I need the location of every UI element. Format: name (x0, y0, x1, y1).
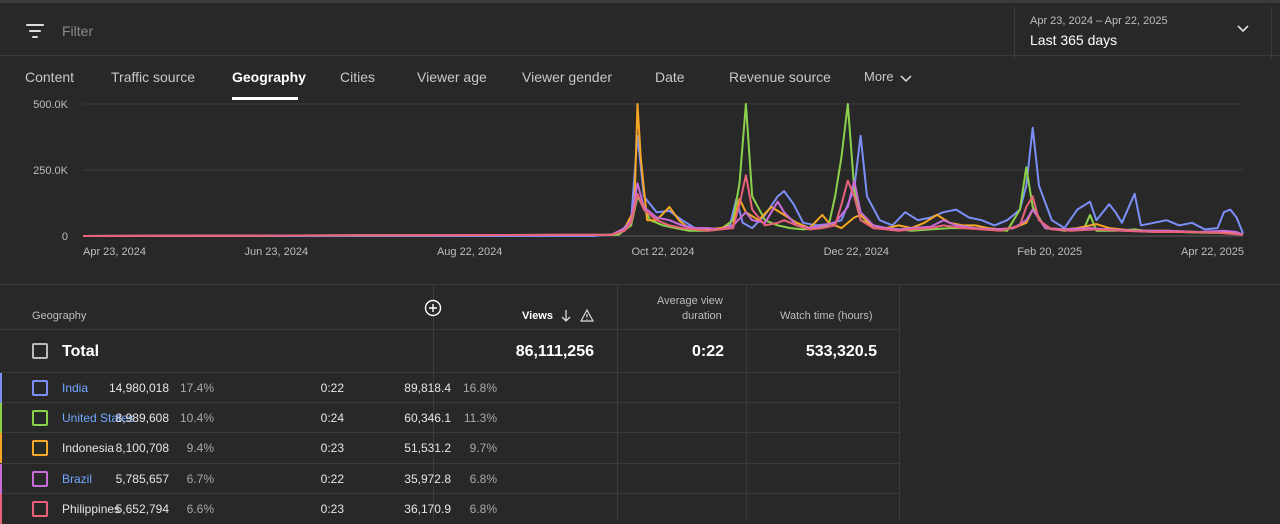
total-views: 86,111,256 (515, 343, 594, 360)
row-country-name[interactable]: United States (62, 411, 135, 425)
tab-bar: Content Traffic source Geography Cities … (0, 56, 1280, 100)
warning-icon[interactable] (580, 309, 594, 322)
row-watch-time: 51,531.2 (404, 441, 451, 455)
tab-more[interactable]: More (864, 69, 912, 84)
active-tab-indicator (232, 97, 298, 100)
top-bar: Filter Apr 23, 2024 – Apr 22, 2025 Last … (0, 0, 1280, 59)
row-avg-view-duration: 0:24 (320, 411, 344, 425)
x-tick-label: Jun 23, 2024 (245, 246, 309, 258)
table-row[interactable]: United States 8,989,608 10.4% 0:24 60,346.1 1… (0, 403, 900, 433)
row-checkbox-india[interactable] (32, 380, 48, 396)
row-country-name[interactable]: India (62, 381, 89, 395)
tab-content[interactable]: Content (25, 69, 75, 85)
x-tick-label: Feb 20, 2025 (1017, 246, 1082, 258)
row-watch-time: 35,972.8 (404, 472, 451, 486)
series-color-bar (0, 433, 2, 463)
date-range-picker[interactable]: Apr 23, 2024 – Apr 22, 2025 Last 365 day… (1014, 7, 1272, 59)
row-views: 5,785,657 (115, 472, 169, 486)
row-avg-view-duration: 0:22 (320, 472, 344, 486)
header-avg-view-duration-line1[interactable]: Average view (657, 295, 723, 307)
table-row[interactable]: India 14,980,018 17.4% 0:22 89,818.4 16.8% (0, 373, 900, 403)
row-divider (0, 463, 900, 464)
series-color-bar (0, 403, 2, 433)
tab-viewer-gender[interactable]: Viewer gender (522, 69, 613, 85)
row-watch-time-percent: 9.7% (469, 441, 497, 455)
row-country-name[interactable]: Brazil (62, 472, 93, 486)
row-views: 14,980,018 (108, 381, 169, 395)
geography-table: Geography Views Average view duration Wa… (0, 284, 1280, 524)
row-country-name: Philippines (62, 502, 121, 516)
row-views-percent: 10.4% (179, 411, 214, 425)
header-avg-view-duration-line2[interactable]: duration (682, 310, 722, 322)
x-tick-label: Oct 22, 2024 (632, 246, 695, 258)
series-line-philippines[interactable] (82, 174, 1244, 237)
series-color-bar (0, 464, 2, 494)
views-line-chart: 500.0K 250.0K 0 Apr 23, 2024 Jun 23, 2024 Aug… (33, 100, 1244, 258)
row-views-percent: 6.7% (186, 472, 214, 486)
chevron-down-icon (1237, 25, 1249, 33)
row-watch-time-percent: 11.3% (463, 411, 497, 425)
tab-more-label: More (864, 69, 894, 84)
row-avg-view-duration: 0:23 (320, 502, 344, 516)
total-label: Total (62, 343, 100, 360)
x-tick-label: Apr 22, 2025 (1181, 246, 1244, 258)
filter-input[interactable]: Filter (62, 23, 94, 39)
y-tick-label: 0 (62, 231, 68, 243)
tab-revenue-source[interactable]: Revenue source (729, 69, 831, 85)
row-watch-time: 89,818.4 (404, 381, 451, 395)
row-checkbox-indonesia[interactable] (32, 440, 48, 456)
row-views-percent: 17.4% (179, 381, 214, 395)
row-watch-time-percent: 16.8% (462, 381, 497, 395)
table-row[interactable]: Philippines 5,652,794 6.6% 0:23 36,170.9 6.8% (0, 494, 900, 524)
row-views-percent: 6.6% (186, 502, 214, 516)
row-watch-time: 60,346.1 (404, 411, 451, 425)
row-watch-time: 36,170.9 (404, 502, 451, 516)
tab-viewer-age[interactable]: Viewer age (417, 69, 487, 85)
y-tick-label: 500.0K (33, 100, 69, 111)
row-avg-view-duration: 0:22 (320, 381, 344, 395)
tab-geography[interactable]: Geography (232, 69, 306, 85)
tab-date[interactable]: Date (655, 69, 685, 85)
row-divider (0, 402, 900, 403)
total-watch-time: 533,320.5 (805, 343, 877, 360)
row-views: 5,652,794 (115, 502, 169, 516)
y-tick-label: 250.0K (33, 165, 69, 177)
row-views: 8,989,608 (115, 411, 169, 425)
add-metric-icon[interactable] (424, 299, 442, 317)
header-geography[interactable]: Geography (32, 310, 87, 322)
row-divider (0, 432, 900, 433)
filter-icon[interactable] (26, 23, 46, 39)
x-tick-label: Dec 22, 2024 (824, 246, 889, 258)
row-checkbox-united-states[interactable] (32, 410, 48, 426)
table-row[interactable]: Indonesia 8,100,708 9.4% 0:23 51,531.2 9.7% (0, 433, 900, 463)
tab-traffic-source[interactable]: Traffic source (111, 69, 196, 85)
tab-cities[interactable]: Cities (340, 69, 376, 85)
row-checkbox-philippines[interactable] (32, 501, 48, 517)
row-country-name: Indonesia (62, 441, 115, 455)
row-checkbox-brazil[interactable] (32, 471, 48, 487)
row-divider (0, 493, 900, 494)
date-range-label: Last 365 days (1030, 32, 1118, 48)
row-divider (0, 329, 900, 330)
series-line-brazil[interactable] (82, 179, 1244, 237)
row-views-percent: 9.4% (186, 441, 214, 455)
row-avg-view-duration: 0:23 (320, 441, 344, 455)
sort-down-icon[interactable] (560, 309, 572, 323)
date-range-text: Apr 23, 2024 – Apr 22, 2025 (1030, 15, 1168, 27)
total-avg-view-duration: 0:22 (691, 343, 724, 360)
row-divider (0, 372, 900, 373)
chevron-down-icon (900, 75, 912, 82)
x-tick-label: Apr 23, 2024 (83, 246, 146, 258)
row-watch-time-percent: 6.8% (469, 472, 497, 486)
series-color-bar (0, 494, 2, 524)
series-color-bar (0, 373, 2, 403)
row-watch-time-percent: 6.8% (469, 502, 497, 516)
x-tick-label: Aug 22, 2024 (437, 246, 502, 258)
total-checkbox[interactable] (32, 343, 48, 359)
header-views[interactable]: Views (522, 310, 553, 322)
header-watch-time[interactable]: Watch time (hours) (780, 310, 873, 322)
table-row[interactable]: Brazil 5,785,657 6.7% 0:22 35,972.8 6.8% (0, 464, 900, 494)
row-views: 8,100,708 (115, 441, 169, 455)
